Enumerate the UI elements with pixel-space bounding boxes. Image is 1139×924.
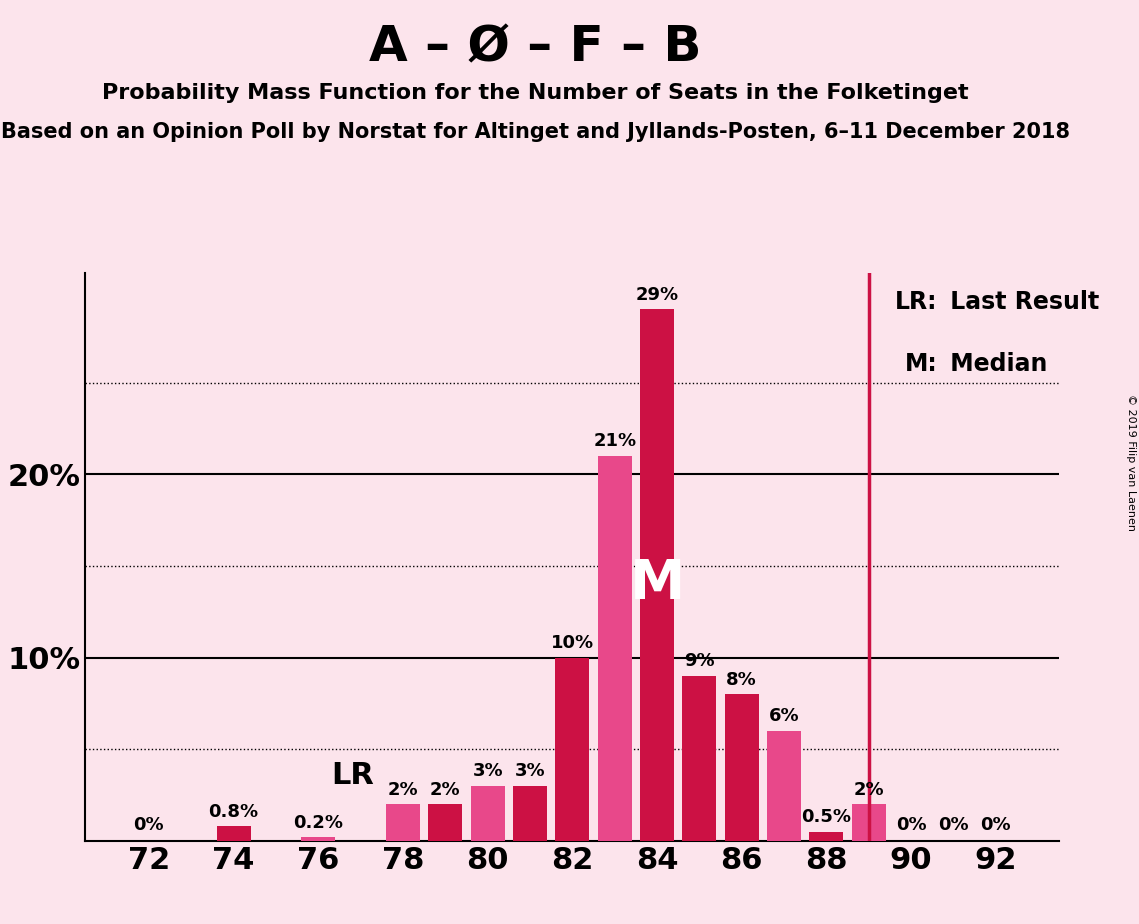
Bar (513, 785, 547, 841)
Text: M: M (630, 557, 685, 611)
Text: 0%: 0% (895, 817, 926, 834)
Text: LR:: LR: (895, 289, 937, 313)
Text: Median: Median (942, 352, 1048, 376)
Text: LR: LR (331, 760, 374, 789)
Text: 10%: 10% (551, 634, 593, 652)
Text: 0%: 0% (981, 817, 1011, 834)
Text: 2%: 2% (387, 781, 418, 798)
Text: 3%: 3% (473, 762, 503, 781)
Text: Based on an Opinion Poll by Norstat for Altinget and Jyllands-Posten, 6–11 Decem: Based on an Opinion Poll by Norstat for … (1, 122, 1070, 142)
Text: 0.8%: 0.8% (208, 803, 259, 821)
Bar (386, 804, 420, 841)
Bar (852, 804, 886, 841)
Bar (682, 675, 716, 841)
Text: A – Ø – F – B: A – Ø – F – B (369, 23, 702, 71)
Text: M:: M: (904, 352, 937, 376)
Bar (302, 837, 335, 841)
Text: 0%: 0% (939, 817, 969, 834)
Text: 0%: 0% (133, 817, 164, 834)
Bar (470, 785, 505, 841)
Bar (216, 826, 251, 841)
Text: Last Result: Last Result (942, 289, 1099, 313)
Text: 2%: 2% (431, 781, 460, 798)
Text: © 2019 Filip van Laenen: © 2019 Filip van Laenen (1126, 394, 1136, 530)
Text: 3%: 3% (515, 762, 546, 781)
Bar (428, 804, 462, 841)
Bar (724, 694, 759, 841)
Text: 0.2%: 0.2% (294, 814, 343, 832)
Text: 21%: 21% (593, 432, 637, 450)
Text: 29%: 29% (636, 286, 679, 304)
Bar (810, 832, 843, 841)
Text: Probability Mass Function for the Number of Seats in the Folketinget: Probability Mass Function for the Number… (103, 83, 968, 103)
Text: 9%: 9% (685, 652, 714, 671)
Text: 6%: 6% (769, 708, 800, 725)
Bar (640, 310, 674, 841)
Bar (556, 658, 589, 841)
Bar (598, 456, 632, 841)
Text: 2%: 2% (853, 781, 884, 798)
Bar (768, 731, 801, 841)
Text: 8%: 8% (727, 671, 757, 688)
Text: 0.5%: 0.5% (802, 808, 851, 826)
